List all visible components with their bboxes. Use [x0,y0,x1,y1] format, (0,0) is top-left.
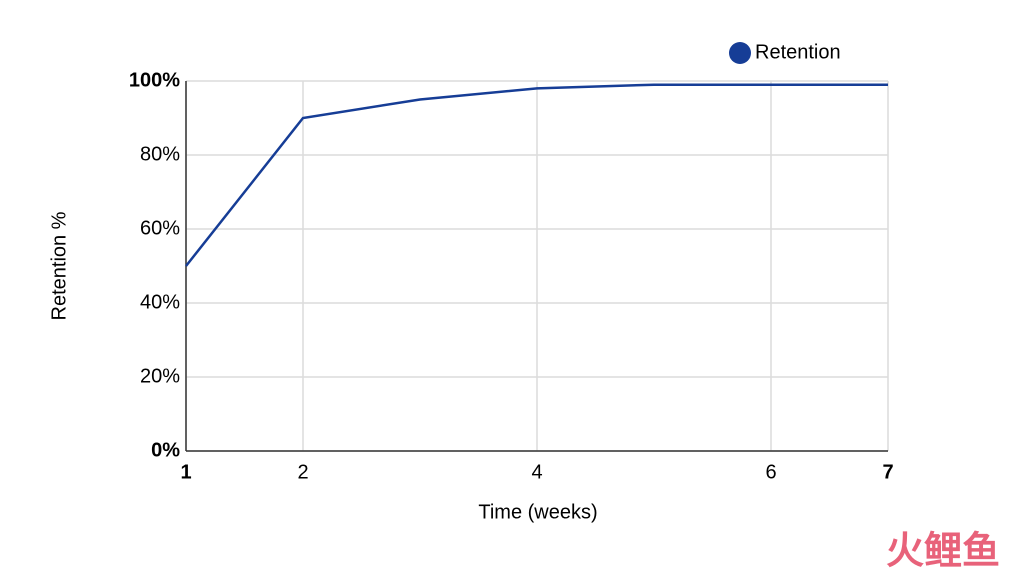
y-tick-label: 40% [140,291,180,313]
x-tick-label: 1 [180,461,191,483]
x-tick-label: 2 [297,461,308,483]
x-axis-label: Time (weeks) [478,501,597,523]
y-axis-label: Retention % [48,211,70,320]
y-tick-label: 80% [140,143,180,165]
y-tick-label: 60% [140,217,180,239]
legend-label: Retention [755,41,841,63]
line [185,83,888,267]
y-tick-label: 100% [129,69,180,91]
legend-marker [729,42,751,64]
x-tick-label: 7 [882,461,893,483]
x-tick-label: 4 [531,461,542,483]
y-tick-label: 20% [140,365,180,387]
x-tick-label: 6 [765,461,776,483]
y-tick-label: 0% [151,439,180,461]
watermark: 火鲤鱼 [886,529,1000,573]
